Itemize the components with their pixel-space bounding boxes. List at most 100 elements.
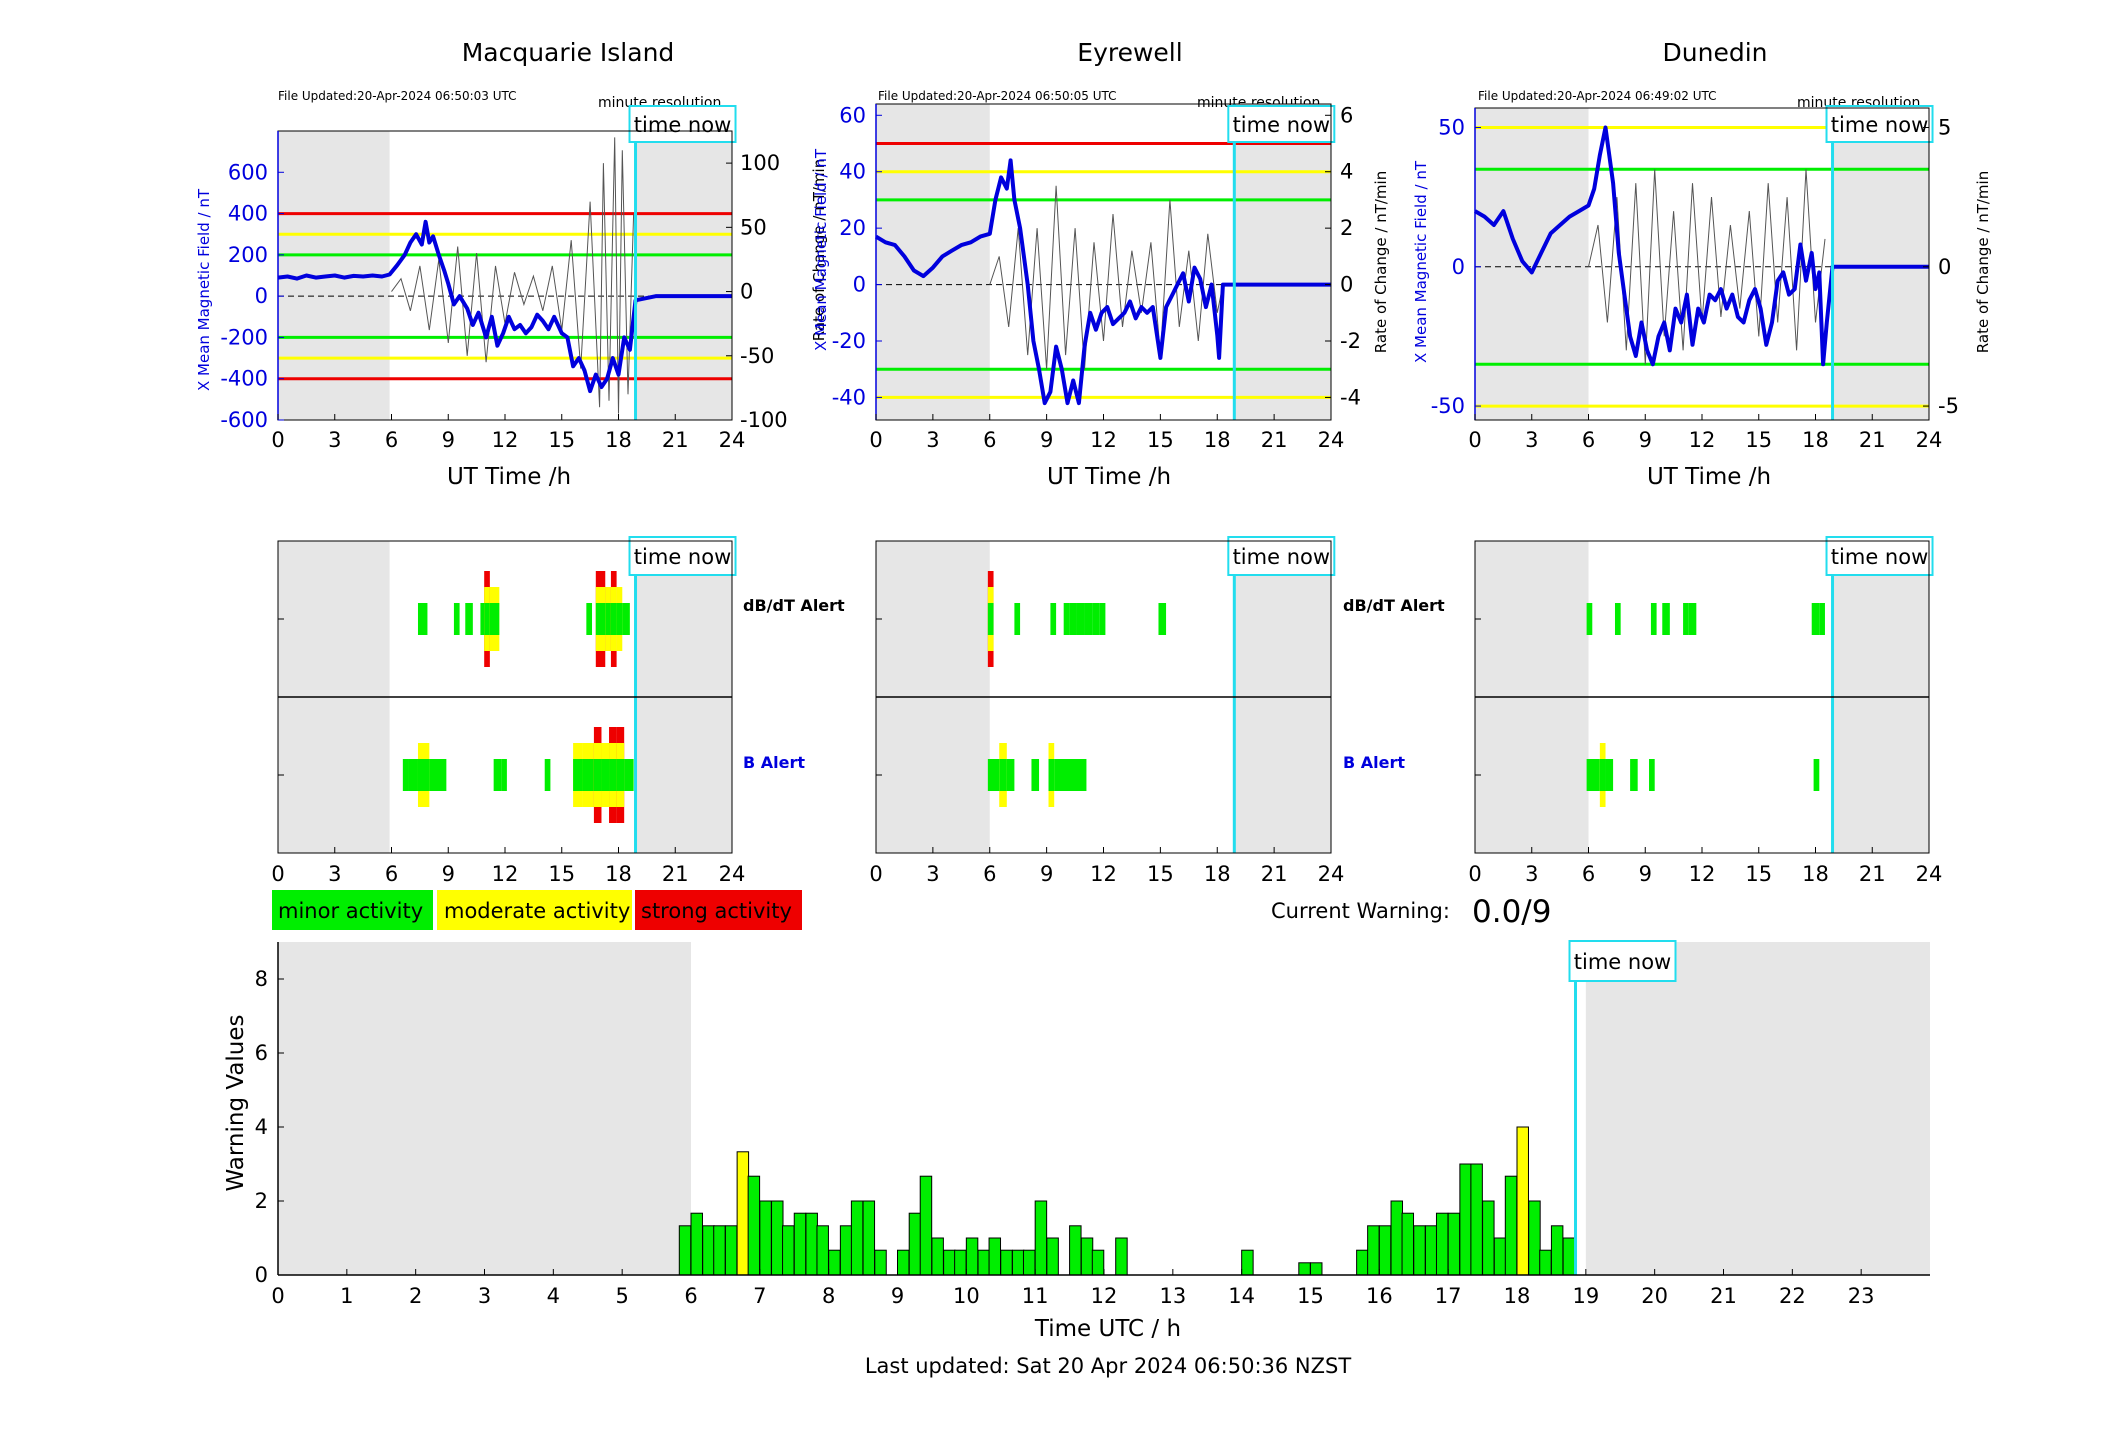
- y-tick-label: -20: [832, 329, 866, 353]
- x-tick-label: 18: [1504, 1284, 1531, 1308]
- y2-tick-label: -2: [1340, 329, 1361, 353]
- dbdt-alert-minor-mark: [465, 603, 473, 635]
- warning-bar: [1080, 1237, 1094, 1276]
- y-tick-label: 2: [255, 1189, 268, 1213]
- warning-bar: [897, 1249, 910, 1276]
- x-tick-label: 4: [547, 1284, 560, 1308]
- x-tick-label: 0: [271, 862, 284, 886]
- ylabel-right-dunedin: Rate of Change / nT/min: [1974, 171, 1992, 353]
- warning-bar: [1298, 1262, 1311, 1276]
- b-alert-label-eyrewell: B Alert: [1343, 753, 1405, 772]
- magnetic-field-series: [1473, 125, 1929, 367]
- warning-bar: [1550, 1225, 1564, 1276]
- dbdt-alert-minor-mark: [1811, 603, 1820, 635]
- ylabel-right-macquarie: Rate of Change / nT/min: [810, 159, 828, 341]
- x-tick-label: 0: [869, 862, 882, 886]
- b-alert-minor-mark: [402, 759, 409, 791]
- y-tick-label: 0: [1452, 255, 1465, 279]
- warning-bar: [1367, 1225, 1380, 1276]
- b-alert-minor-mark: [1031, 759, 1040, 791]
- y-tick-label: 40: [839, 160, 866, 184]
- x-tick-label: 24: [1916, 862, 1943, 886]
- b-alert-minor-mark: [501, 759, 507, 791]
- y2-tick-label: 50: [740, 215, 767, 239]
- x-tick-label: 19: [1572, 1284, 1599, 1308]
- y2-tick-label: 2: [1340, 216, 1353, 240]
- dbdt-alert-minor-mark: [586, 603, 593, 635]
- b-alert-minor-mark: [408, 759, 418, 791]
- magnetic-field-series: [874, 158, 1331, 406]
- warning-bar: [1034, 1200, 1048, 1276]
- grey-region: [876, 104, 990, 420]
- time-now-label: time now: [634, 113, 731, 137]
- time-now-label: time now: [634, 545, 731, 569]
- y-tick-label: -200: [220, 325, 268, 349]
- dbdt-alert-minor-mark: [480, 603, 485, 635]
- last-updated-footer: Last updated: Sat 20 Apr 2024 06:50:36 N…: [865, 1354, 1352, 1378]
- file-updated-eyrewell: File Updated:20-Apr-2024 06:50:05 UTC: [878, 89, 1117, 103]
- b-alert-minor-mark: [601, 759, 610, 791]
- warning-bar: [736, 1151, 750, 1276]
- x-tick-label: 23: [1848, 1284, 1875, 1308]
- time-now-box: [1227, 536, 1336, 576]
- time-now-label: time now: [1233, 545, 1330, 569]
- x-tick-label: 3: [1525, 862, 1538, 886]
- x-tick-label: 9: [1040, 862, 1053, 886]
- warning-bar: [965, 1237, 979, 1276]
- x-tick-label: 14: [1228, 1284, 1255, 1308]
- b-alert-minor-mark: [573, 759, 583, 791]
- x-tick-label: 3: [328, 862, 341, 886]
- x-tick-label: 18: [1204, 862, 1231, 886]
- y-tick-label: -600: [220, 408, 268, 432]
- warning-bar: [805, 1212, 818, 1276]
- dbdt-alert-minor-mark: [1069, 603, 1077, 635]
- dbdt-alert-minor-mark: [622, 603, 630, 635]
- dbdt-alert-minor-mark: [1092, 603, 1100, 635]
- y2-tick-label: -5: [1938, 394, 1959, 418]
- x-tick-label: 10: [953, 1284, 980, 1308]
- warning-bar: [1000, 1249, 1013, 1276]
- warning-bar: [782, 1225, 795, 1276]
- legend-swatch-moderate: [437, 890, 632, 930]
- warning-bar: [1528, 1200, 1541, 1276]
- warning-bar: [1447, 1212, 1461, 1276]
- y-tick-label: 0: [255, 284, 268, 308]
- x-tick-label: 18: [605, 428, 632, 452]
- warning-bar: [1069, 1225, 1082, 1276]
- x-tick-label: 3: [926, 862, 939, 886]
- b-alert-minor-mark: [616, 759, 625, 791]
- warning-bar: [1539, 1249, 1552, 1276]
- warning-bar: [1115, 1237, 1128, 1276]
- y-tick-label: 6: [255, 1041, 268, 1065]
- y-tick-label: 200: [228, 243, 268, 267]
- b-alert-minor-mark: [582, 759, 594, 791]
- x-tick-label: 21: [1859, 862, 1886, 886]
- station-title-macquarie: Macquarie Island: [462, 38, 675, 67]
- legend-minor-label: minor activity: [278, 899, 423, 923]
- warning-bar: [771, 1200, 784, 1276]
- x-tick-label: 6: [983, 862, 996, 886]
- y2-tick-label: -50: [740, 344, 774, 368]
- b-alert-minor-mark: [609, 759, 617, 791]
- b-alert-minor-mark: [999, 759, 1007, 791]
- current-warning-label: Current Warning:: [1271, 899, 1450, 923]
- b-alert-minor-mark: [1586, 759, 1600, 791]
- alert-panel-macquarie: time now 0 3 6 9 12 15 18 21 24: [271, 536, 745, 886]
- y-tick-label: 400: [228, 202, 268, 226]
- x-tick-label: 18: [1204, 428, 1231, 452]
- warning-bar: [1424, 1225, 1438, 1276]
- b-alert-minor-mark: [493, 759, 502, 791]
- warning-bar: [1413, 1225, 1426, 1276]
- x-tick-label: 16: [1366, 1284, 1393, 1308]
- y-tick-label: 20: [839, 216, 866, 240]
- ylabel-left-dunedin: X Mean Magnetic Field / nT: [1412, 160, 1430, 363]
- station-title-eyrewell: Eyrewell: [1077, 38, 1182, 67]
- dbdt-alert-minor-mark: [610, 603, 617, 635]
- rate-of-change-series: [391, 137, 635, 414]
- dbdt-alert-minor-mark: [1819, 603, 1825, 635]
- warning-bar: [839, 1225, 853, 1276]
- file-updated-macquarie: File Updated:20-Apr-2024 06:50:03 UTC: [278, 89, 517, 103]
- warning-bar: [1470, 1163, 1483, 1276]
- warning-bar: [816, 1225, 829, 1276]
